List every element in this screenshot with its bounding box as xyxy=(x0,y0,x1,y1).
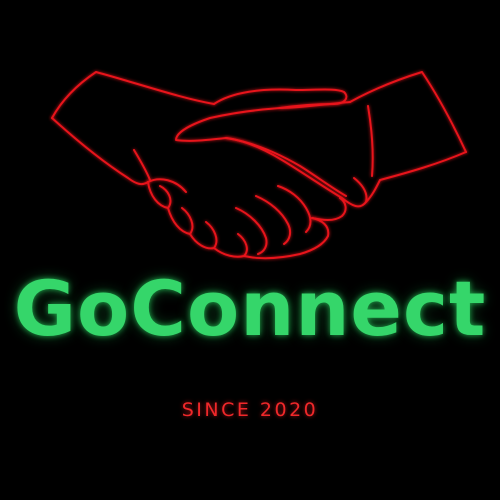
tagline: SINCE 2020 xyxy=(181,399,319,421)
brand-name: GoConnect xyxy=(13,264,487,353)
